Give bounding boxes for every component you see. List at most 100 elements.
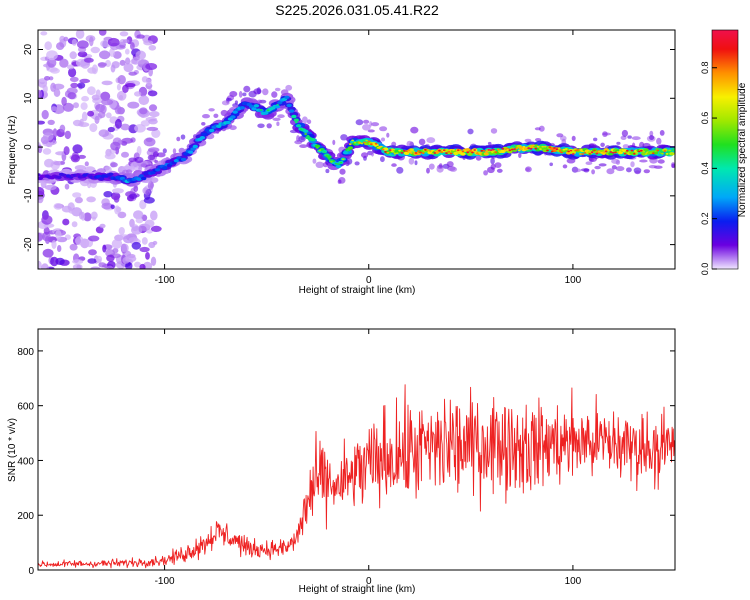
spectrogram-noise-blob	[67, 64, 75, 70]
spectrogram-track-cell	[529, 147, 533, 150]
spectrogram-noise-blob	[146, 126, 159, 131]
y-tick-label: 200	[17, 511, 34, 522]
spectrogram-noise-blob	[128, 237, 139, 242]
spectrogram-noise-blob	[89, 123, 98, 133]
spectrogram-noise-blob	[630, 161, 635, 168]
x-tick-label: 0	[366, 576, 372, 587]
spectrogram-track-cell	[274, 105, 281, 109]
spectrogram-track-cell	[473, 149, 477, 151]
spectrogram-noise-blob	[69, 243, 78, 251]
spectrogram-track-cell	[320, 149, 324, 152]
spectrogram-noise-blob	[44, 158, 54, 168]
spectrogram-noise-blob	[70, 154, 80, 163]
spectrogram-track-cell	[155, 168, 161, 172]
spectrogram-track-cell	[419, 151, 423, 154]
spectrogram-noise-blob	[127, 101, 140, 109]
spectrogram-noise-blob	[111, 238, 123, 249]
spectrogram-noise-blob	[99, 50, 111, 60]
spectrogram-track-cell	[670, 153, 674, 155]
spectrogram-noise-blob	[490, 128, 498, 134]
spectrogram-noise-blob	[56, 42, 65, 50]
spectrogram-track-cell	[590, 151, 594, 154]
spectrogram-track-cell	[647, 152, 650, 155]
spectrogram-noise-blob	[467, 128, 474, 135]
spectrogram-noise-blob	[119, 59, 126, 66]
spectrogram-track-cell	[421, 152, 425, 155]
spectrogram-noise-blob	[73, 102, 79, 109]
spectrogram-noise-blob	[59, 35, 66, 43]
spectrogram-track-cell	[618, 149, 622, 151]
spectrogram-track-cell	[640, 149, 643, 152]
spectrogram-track-cell	[180, 157, 187, 162]
spectrogram-noise-blob	[84, 161, 89, 167]
spectrogram-noise-blob	[147, 159, 152, 165]
spectrogram-noise-blob	[490, 163, 496, 170]
spectrogram-noise-blob	[150, 210, 158, 221]
spectrogram-track-cell	[372, 142, 376, 145]
spectrogram-noise-blob	[48, 76, 54, 81]
spectrogram-noise-blob	[535, 138, 542, 142]
x-tick-label: -100	[155, 576, 175, 587]
spectrogram-noise-blob	[148, 45, 157, 51]
spectrogram-track-cell	[424, 148, 427, 151]
spectrogram-noise-blob	[639, 159, 648, 163]
spectrogram-track-cell	[379, 145, 383, 148]
spectrogram-track-cell	[668, 149, 671, 152]
spectrogram-track-cell	[550, 150, 554, 153]
spectrogram-noise-blob	[611, 165, 617, 170]
spectrogram-track-cell	[460, 152, 466, 156]
spectrogram-noise-blob	[139, 263, 146, 269]
spectrogram-noise-blob	[63, 36, 69, 42]
spectrogram-marks	[38, 30, 675, 269]
spectrogram-track-cell	[644, 153, 648, 156]
spectrogram-track-cell	[485, 150, 488, 153]
spectrogram-noise-blob	[101, 98, 113, 106]
spectrogram-noise-blob	[100, 104, 107, 114]
spectrogram-track-cell	[370, 143, 373, 146]
spectrogram-noise-blob	[102, 244, 107, 253]
spectrogram-track-cell	[263, 111, 269, 115]
spectrogram-noise-blob	[428, 163, 435, 170]
spectrogram-noise-blob	[483, 170, 488, 176]
spectrogram-track-cell	[253, 104, 260, 108]
spectrogram-track-cell	[199, 136, 206, 140]
spectrogram-noise-blob	[130, 42, 135, 50]
spectrogram-noise-blob	[135, 217, 144, 224]
spectrogram-track-cell	[494, 151, 498, 154]
spectrogram-noise-blob	[380, 156, 385, 163]
spectrogram-track-cell	[141, 176, 147, 181]
spectrogram-track-cell	[569, 149, 573, 152]
spectrogram-noise-blob	[109, 48, 115, 57]
spectrogram-noise-blob	[418, 138, 426, 146]
spectrogram-noise-blob	[534, 127, 541, 131]
spectrogram-track-cell	[595, 152, 599, 155]
spectrogram-noise-blob	[631, 136, 641, 141]
spectrogram-noise-blob	[113, 195, 120, 203]
spectrogram-track-cell	[377, 146, 380, 149]
spectrogram-noise-blob	[594, 165, 601, 170]
spectrogram-noise-blob	[671, 163, 675, 168]
spectrogram-track-cell	[342, 151, 349, 155]
spectrogram-noise-blob	[110, 141, 121, 151]
spectrogram-noise-blob	[436, 165, 444, 173]
spectrogram-noise-blob	[40, 263, 49, 269]
spectrogram-track-cell	[623, 152, 627, 155]
spectrogram-track-cell	[621, 149, 624, 152]
spectrogram-noise-blob	[41, 109, 49, 120]
spectrogram-track-cell	[567, 150, 570, 153]
spectrogram-track-cell	[546, 149, 549, 152]
spectrogram-track-cell	[633, 152, 636, 155]
spectrogram-track-cell	[456, 149, 460, 152]
spectrogram-noise-blob	[47, 119, 55, 125]
spectrogram-noise-blob	[591, 169, 595, 175]
spectrogram-noise-blob	[97, 62, 107, 68]
spectrogram-noise-blob	[50, 106, 58, 112]
spectrogram-noise-blob	[151, 129, 161, 138]
spectrogram-track-cell	[327, 158, 331, 160]
spectrogram-track-cell	[515, 147, 519, 150]
spectrogram-noise-blob	[103, 191, 113, 198]
spectrogram-track-cell	[162, 166, 168, 170]
spectrogram-noise-blob	[135, 50, 146, 60]
spectrogram-noise-blob	[426, 167, 430, 174]
spectrogram-noise-blob	[50, 82, 56, 93]
